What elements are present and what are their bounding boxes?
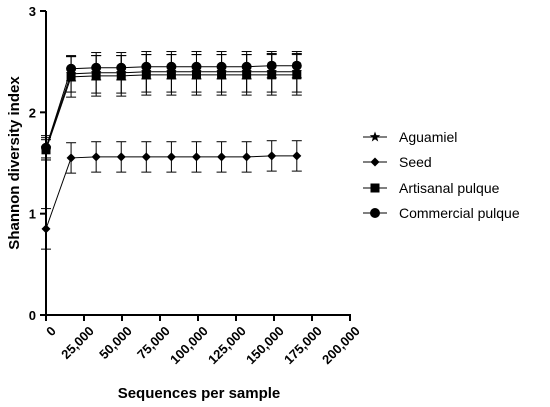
series-commercial-pulque (41, 53, 302, 161)
x-tick-label: 200,000 (319, 323, 363, 367)
data-point (217, 152, 227, 162)
data-point (91, 62, 102, 73)
data-point (141, 152, 151, 162)
legend-label: Aguamiel (399, 129, 457, 145)
data-point (116, 62, 127, 73)
legend-marker (370, 183, 380, 193)
data-point (91, 152, 101, 162)
legend-label: Seed (399, 154, 432, 170)
y-tick-label: 2 (29, 105, 36, 120)
legend-label: Artisanal pulque (399, 180, 500, 196)
x-tick-label: 0 (43, 323, 59, 339)
data-point (291, 60, 302, 71)
legend-marker (370, 208, 380, 218)
x-tick-label: 175,000 (281, 323, 325, 367)
legend: Aguamiel Seed Artisanal pulque Commercial p… (363, 129, 520, 221)
legend-label: Commercial pulque (399, 205, 520, 221)
y-axis-title: Shannon diversity index (6, 76, 23, 250)
x-tick-label: 150,000 (243, 323, 287, 367)
legend-item: Aguamiel (363, 129, 457, 145)
data-point (292, 151, 302, 161)
x-axis-title: Sequences per sample (118, 385, 281, 402)
data-point (141, 61, 152, 72)
legend-item: Commercial pulque (363, 205, 520, 221)
y-tick-label: 1 (29, 207, 36, 222)
plot-area (40, 51, 303, 250)
data-point (166, 61, 177, 72)
data-point (266, 60, 277, 71)
legend-item: Artisanal pulque (363, 180, 500, 196)
data-point (241, 61, 252, 72)
y-tick-label: 3 (29, 4, 36, 19)
data-point (191, 61, 202, 72)
x-tick-label: 50,000 (96, 323, 135, 362)
x-tick-label: 125,000 (205, 323, 249, 367)
data-point (66, 63, 77, 74)
legend-marker (369, 131, 381, 142)
series-seed (41, 140, 302, 250)
data-point (116, 152, 126, 162)
data-point (242, 152, 252, 162)
data-point (216, 61, 227, 72)
x-tick-label: 25,000 (58, 323, 97, 362)
y-tick-label: 0 (29, 308, 36, 323)
data-point (267, 151, 277, 161)
data-point (191, 152, 201, 162)
data-point (166, 152, 176, 162)
legend-marker (370, 157, 380, 167)
data-point (66, 153, 76, 163)
legend-item: Seed (363, 154, 432, 170)
x-tick-label: 100,000 (167, 323, 211, 367)
